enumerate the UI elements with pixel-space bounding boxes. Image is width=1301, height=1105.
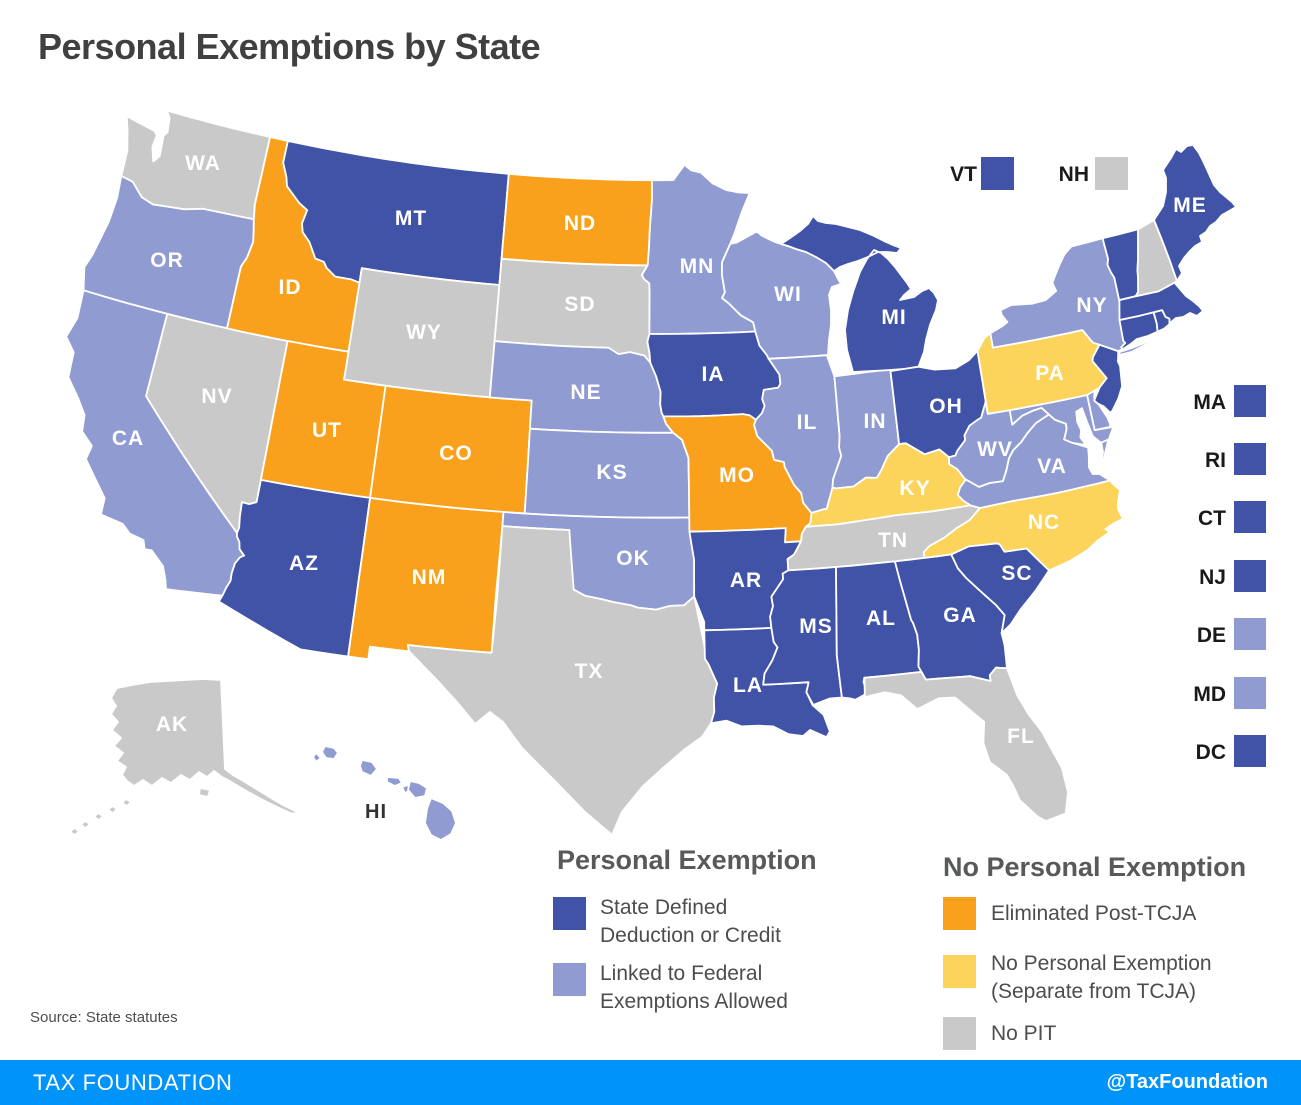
svg-text:MD: MD <box>1193 683 1226 706</box>
svg-text:OH: OH <box>929 395 963 418</box>
svg-text:KY: KY <box>899 477 930 500</box>
svg-text:TX: TX <box>575 660 604 683</box>
svg-text:PA: PA <box>1035 362 1065 385</box>
svg-text:WV: WV <box>977 438 1013 461</box>
svg-text:KS: KS <box>596 461 627 484</box>
svg-text:CT: CT <box>1198 507 1226 530</box>
svg-text:MI: MI <box>881 306 906 329</box>
svg-text:ND: ND <box>564 212 596 235</box>
svg-text:MS: MS <box>799 615 833 638</box>
svg-text:CO: CO <box>439 442 473 465</box>
svg-text:NE: NE <box>570 381 601 404</box>
svg-text:AK: AK <box>156 713 188 736</box>
svg-text:OK: OK <box>616 547 650 570</box>
svg-text:WA: WA <box>185 152 221 175</box>
svg-text:OR: OR <box>150 249 184 272</box>
svg-text:MT: MT <box>395 207 427 230</box>
svg-text:GA: GA <box>943 604 977 627</box>
svg-text:ME: ME <box>1173 194 1207 217</box>
svg-text:WY: WY <box>406 321 442 344</box>
svg-text:NY: NY <box>1076 294 1107 317</box>
svg-text:FL: FL <box>1007 725 1035 748</box>
svg-text:LA: LA <box>733 674 763 697</box>
svg-text:MA: MA <box>1193 391 1226 414</box>
svg-text:SD: SD <box>564 293 595 316</box>
svg-text:CA: CA <box>112 427 144 450</box>
svg-text:NH: NH <box>1059 163 1089 186</box>
svg-text:AL: AL <box>866 607 896 630</box>
svg-text:RI: RI <box>1205 449 1226 472</box>
svg-text:SC: SC <box>1001 562 1032 585</box>
svg-text:AR: AR <box>730 569 762 592</box>
svg-text:NV: NV <box>201 385 232 408</box>
svg-text:MO: MO <box>719 464 755 487</box>
svg-text:IA: IA <box>702 363 725 386</box>
svg-text:IL: IL <box>797 411 818 434</box>
svg-text:WI: WI <box>774 283 802 306</box>
svg-text:VA: VA <box>1037 455 1067 478</box>
svg-text:TN: TN <box>878 529 908 552</box>
svg-text:DE: DE <box>1197 624 1226 647</box>
svg-text:AZ: AZ <box>289 552 319 575</box>
svg-text:DC: DC <box>1196 741 1226 764</box>
svg-text:HI: HI <box>365 801 387 823</box>
svg-text:ID: ID <box>279 276 302 299</box>
svg-text:MN: MN <box>680 255 715 278</box>
svg-text:VT: VT <box>950 163 977 186</box>
svg-text:NJ: NJ <box>1199 566 1226 589</box>
svg-text:NM: NM <box>412 566 447 589</box>
svg-text:NC: NC <box>1028 511 1060 534</box>
svg-text:UT: UT <box>312 419 342 442</box>
svg-text:IN: IN <box>864 410 887 433</box>
